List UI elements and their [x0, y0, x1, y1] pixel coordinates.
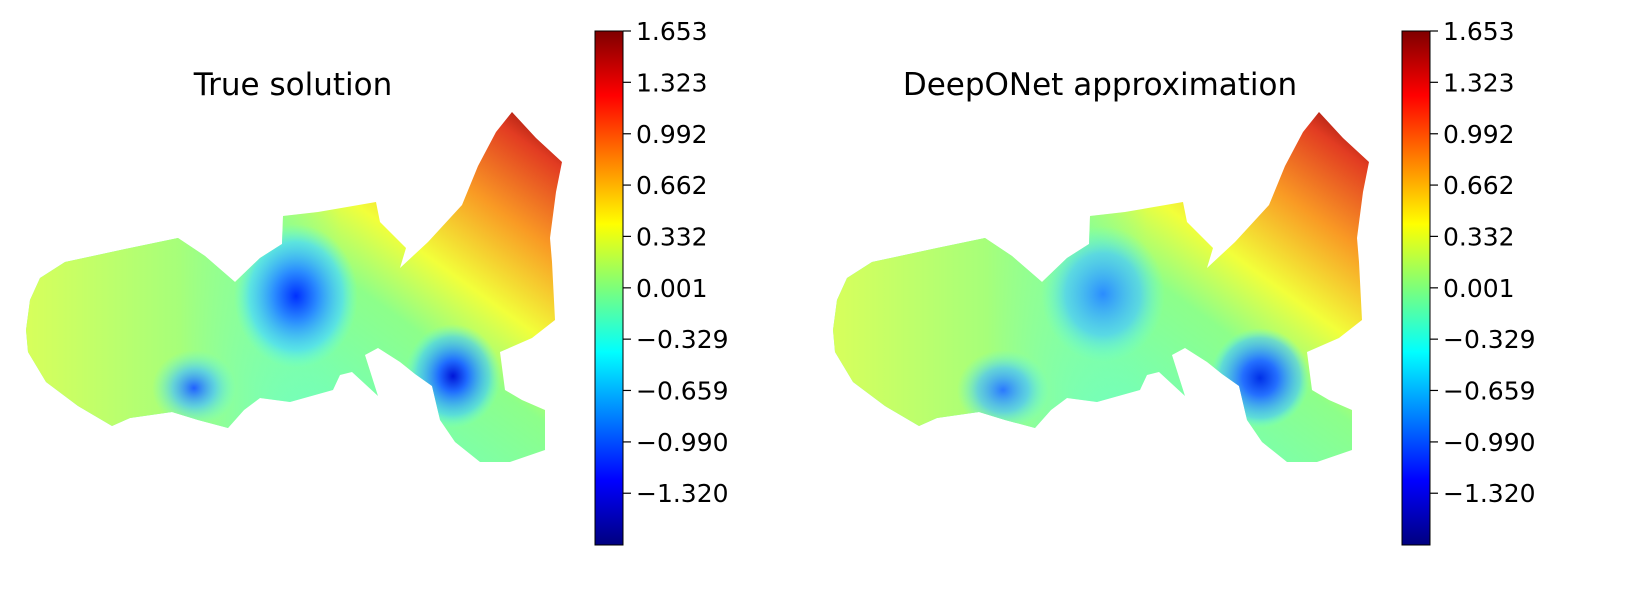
colorbar-tick-label: 0.662 — [1443, 171, 1515, 200]
colorbar-tick-label: −0.329 — [636, 325, 729, 354]
colorbar-tick-label: 0.992 — [1443, 120, 1515, 149]
low-value-region — [1210, 328, 1310, 428]
solution-field — [26, 112, 562, 462]
colorbar-tick-label: −0.329 — [1443, 325, 1536, 354]
colorbar-tick-label: 1.323 — [1443, 68, 1515, 97]
colorbar-gradient — [594, 30, 624, 546]
colorbar: 1.653 1.323 0.992 0.662 0.332 0.001 −0.329 −0.6… — [594, 17, 729, 546]
low-value-region — [957, 350, 1049, 430]
colorbar-tick-label: −0.990 — [1443, 428, 1536, 457]
solution-field — [833, 112, 1369, 462]
colorbar-tick-label: −0.659 — [1443, 376, 1536, 405]
colorbar-tick-label: 0.332 — [636, 222, 708, 251]
colorbar-tick-label: −1.320 — [1443, 479, 1536, 508]
colorbar-tick-label: 0.001 — [636, 274, 708, 303]
colorbar: 1.653 1.323 0.992 0.662 0.332 0.001 −0.329 −0.6… — [1401, 17, 1536, 546]
plot-title: DeepONet approximation — [903, 67, 1297, 103]
low-value-region — [1041, 226, 1165, 362]
colorbar-tick-label: 1.653 — [636, 17, 708, 46]
colorbar-tick-label: 0.662 — [636, 171, 708, 200]
panel-deeponet-approximation: DeepONet approximation 1.653 1.323 0.992 0.… — [833, 17, 1536, 546]
low-value-region — [152, 350, 236, 426]
colorbar-tick-label: −0.990 — [636, 428, 729, 457]
colorbar-tick-label: 1.653 — [1443, 17, 1515, 46]
colorbar-tick-label: −0.659 — [636, 376, 729, 405]
low-value-region — [405, 324, 501, 428]
colorbar-tick-label: 0.992 — [636, 120, 708, 149]
colorbar-tick-label: 0.332 — [1443, 222, 1515, 251]
colorbar-gradient — [1401, 30, 1431, 546]
colorbar-tick-label: 1.323 — [636, 68, 708, 97]
plot-title: True solution — [193, 67, 392, 103]
colorbar-tick-label: −1.320 — [636, 479, 729, 508]
panel-true-solution: True solution 1.653 1.323 0.992 0.662 0.332 0… — [26, 17, 729, 546]
colorbar-tick-label: 0.001 — [1443, 274, 1515, 303]
low-value-region — [234, 224, 358, 368]
